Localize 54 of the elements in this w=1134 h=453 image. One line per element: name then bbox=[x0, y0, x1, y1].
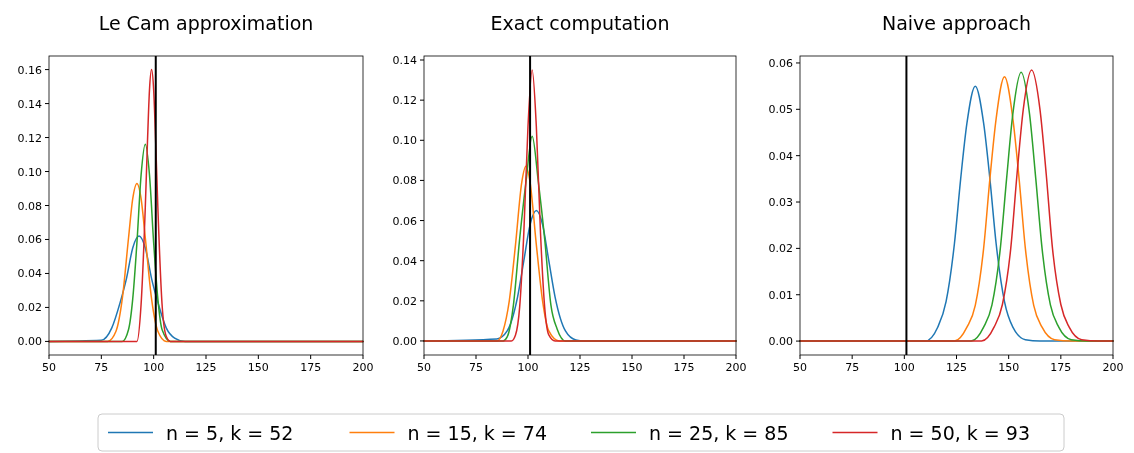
y-tick-label: 0.04 bbox=[17, 267, 42, 281]
x-tick-label: 200 bbox=[725, 361, 747, 374]
y-tick-label: 0.03 bbox=[768, 196, 793, 210]
y-tick-label: 0.10 bbox=[17, 165, 42, 179]
x-tick-label: 200 bbox=[352, 361, 374, 374]
line-series bbox=[48, 68, 364, 343]
legend-label: n = 50, k = 93 bbox=[890, 421, 1030, 444]
x-tick-label: 175 bbox=[673, 361, 695, 374]
y-tick-label: 0.14 bbox=[17, 97, 42, 111]
x-tick-label: 175 bbox=[1050, 361, 1072, 374]
y-tick-label: 0.04 bbox=[392, 254, 417, 268]
x-tick-label: 125 bbox=[946, 361, 967, 374]
x-tick-label: 75 bbox=[845, 361, 860, 374]
x-tick-label: 50 bbox=[793, 361, 807, 374]
y-tick-label: 0.08 bbox=[392, 174, 417, 188]
x-tick-label: 100 bbox=[517, 361, 539, 374]
x-tick-label: 100 bbox=[143, 361, 165, 374]
x-tick-label: 50 bbox=[417, 361, 431, 374]
y-tick-label: 0.05 bbox=[768, 103, 793, 117]
legend-label: n = 25, k = 85 bbox=[649, 421, 789, 444]
x-tick-label: 150 bbox=[998, 361, 1020, 374]
line-series bbox=[423, 69, 737, 342]
y-tick-label: 0.00 bbox=[17, 335, 42, 349]
x-tick-label: 100 bbox=[893, 361, 915, 374]
chart-title: Exact computation bbox=[490, 12, 670, 34]
y-tick-label: 0.06 bbox=[17, 233, 42, 247]
y-tick-label: 0.00 bbox=[392, 334, 417, 348]
chart-title: Le Cam approximation bbox=[98, 12, 314, 34]
x-tick-label: 75 bbox=[94, 361, 109, 374]
x-tick-label: 75 bbox=[469, 361, 483, 374]
y-tick-label: 0.12 bbox=[17, 131, 42, 145]
y-tick-label: 0.08 bbox=[17, 199, 42, 213]
y-tick-label: 0.06 bbox=[768, 56, 793, 70]
y-tick-label: 0.04 bbox=[768, 149, 793, 163]
y-tick-label: 0.02 bbox=[768, 242, 793, 256]
y-tick-label: 0.00 bbox=[768, 335, 793, 349]
x-tick-label: 125 bbox=[195, 361, 217, 374]
x-tick-label: 200 bbox=[1102, 361, 1124, 374]
x-tick-label: 50 bbox=[42, 361, 56, 374]
y-tick-label: 0.12 bbox=[392, 94, 417, 108]
x-tick-label: 150 bbox=[621, 361, 643, 374]
chart-title: Naive approach bbox=[881, 12, 1032, 34]
y-tick-label: 0.14 bbox=[392, 54, 417, 68]
y-tick-label: 0.06 bbox=[392, 214, 417, 228]
x-tick-label: 150 bbox=[247, 361, 269, 374]
legend-label: n = 5, k = 52 bbox=[166, 421, 294, 444]
y-tick-label: 0.02 bbox=[17, 301, 42, 315]
x-tick-label: 125 bbox=[569, 361, 591, 374]
y-tick-label: 0.16 bbox=[17, 63, 42, 77]
x-tick-label: 175 bbox=[300, 361, 322, 374]
legend-label: n = 15, k = 74 bbox=[407, 421, 547, 444]
y-tick-label: 0.01 bbox=[768, 288, 793, 302]
y-tick-label: 0.02 bbox=[392, 294, 417, 308]
y-tick-label: 0.10 bbox=[392, 134, 417, 148]
